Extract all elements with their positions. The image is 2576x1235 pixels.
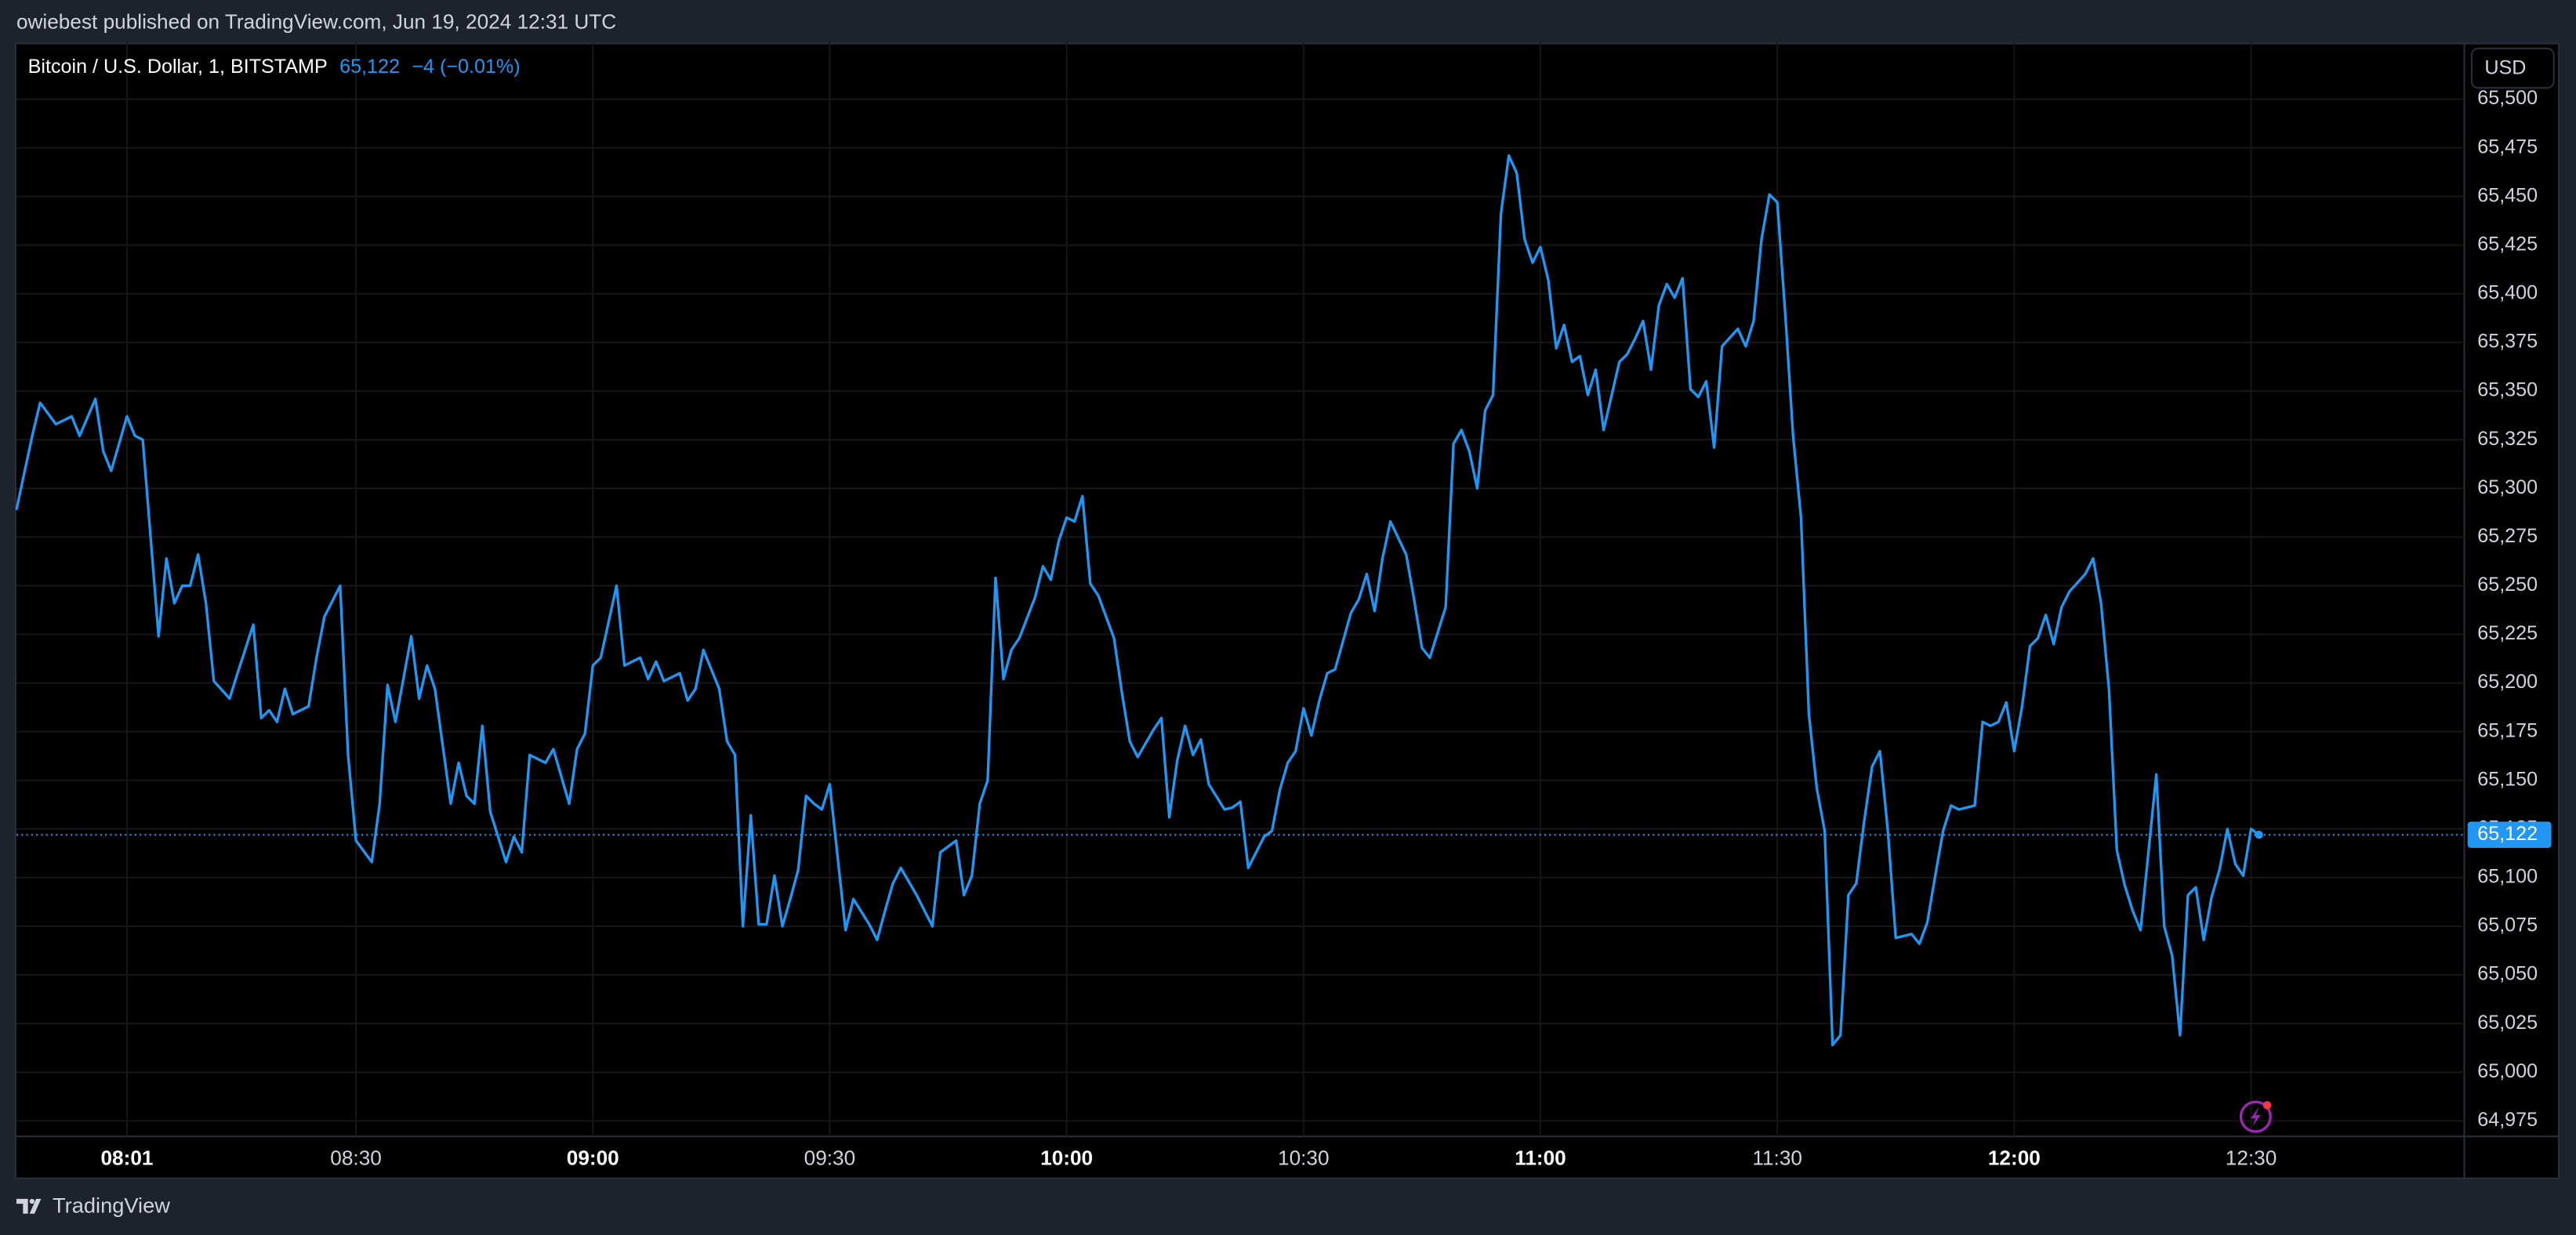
alert-badge[interactable] [2262,1101,2272,1110]
x-tick-label: 08:01 [100,1146,153,1169]
x-tick-label: 10:30 [1278,1146,1330,1169]
y-tick-label: 65,500 [2477,87,2538,109]
x-tick-label: 10:00 [1040,1146,1093,1169]
y-tick-label: 65,025 [2477,1012,2538,1034]
y-tick-label: 65,200 [2477,671,2538,693]
y-tick-label: 65,350 [2477,379,2538,401]
brand: TradingView [53,1193,170,1218]
x-tick-label: 12:30 [2226,1146,2277,1169]
x-tick-label: 08:30 [330,1146,382,1169]
y-tick-label: 65,175 [2477,719,2538,741]
x-tick-label: 11:30 [1752,1146,1802,1169]
y-tick-label: 65,100 [2477,866,2538,888]
y-tick-label: 65,475 [2477,136,2538,158]
x-tick-label: 12:00 [1988,1146,2041,1169]
price-tag [2467,821,2552,849]
logo-icon [16,1198,42,1214]
legend: Bitcoin / U.S. Dollar, 1, BITSTAMP 65,12… [28,56,521,78]
y-tick-label: 65,425 [2477,233,2538,255]
y-tick-label: 65,075 [2477,914,2538,936]
chart-pane [14,42,2560,1179]
x-tick-label: 11:00 [1515,1146,1566,1169]
y-tick-label: 65,325 [2477,428,2538,450]
legend-price: 65,122 [339,56,400,78]
plot [15,154,2465,1047]
y-tick-label: 65,450 [2477,184,2538,206]
y-tick-label: 65,225 [2477,622,2538,644]
logo-dot [29,1198,35,1204]
currency-label[interactable]: USD [2484,57,2526,79]
alert-circle[interactable] [2239,1100,2272,1133]
y-tick-label: 65,050 [2477,963,2538,985]
y-tick-label: 65,375 [2477,331,2538,353]
symbol-title: Bitcoin / U.S. Dollar, 1, BITSTAMP [28,56,328,78]
currency-button[interactable] [2470,47,2555,89]
price-line [15,154,2260,1047]
y-tick-label: 64,975 [2477,1109,2538,1131]
y-tick-label: 65,150 [2477,768,2538,790]
x-tick-label: 09:00 [567,1146,619,1169]
x-tick-label: 09:30 [804,1146,856,1169]
grid [16,42,2465,1137]
y-tick-label: 65,400 [2477,282,2538,304]
alert-icon[interactable] [2239,1100,2272,1133]
alert-bolt[interactable] [2251,1106,2261,1127]
y-tick-label: 65,250 [2477,574,2538,596]
y-tick-label: 65,275 [2477,525,2538,547]
y-tick-label: 65,000 [2477,1060,2538,1082]
publish-line: owiebest published on TradingView.com, J… [16,9,616,33]
price-tag-label: 65,122 [2477,823,2538,845]
legend-change: −4 (−0.01%) [412,56,520,78]
y-tick-label: 65,300 [2477,476,2538,498]
tradingview-logo [16,1198,42,1214]
